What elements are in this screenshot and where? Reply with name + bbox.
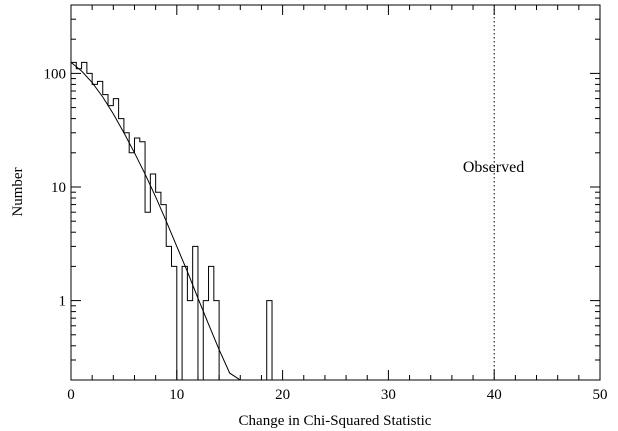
y-axis-title: Number [10,167,26,216]
x-tick-label: 0 [67,387,75,403]
y-tick-label: 1 [59,294,67,310]
x-tick-label: 50 [593,387,608,403]
observed-annotation: Observed [463,159,524,176]
y-tick-label: 10 [51,180,66,196]
x-tick-label: 10 [169,387,184,403]
x-axis-title: Change in Chi-Squared Statistic [239,413,432,429]
x-tick-label: 30 [381,387,396,403]
x-tick-label: 20 [275,387,290,403]
tick-labels: 0 10 20 30 40 50 1 10 100 [44,66,608,403]
histogram-series [71,61,278,380]
model-curve [71,62,246,380]
x-tick-label: 40 [487,387,502,403]
y-tick-label: 100 [44,66,67,82]
